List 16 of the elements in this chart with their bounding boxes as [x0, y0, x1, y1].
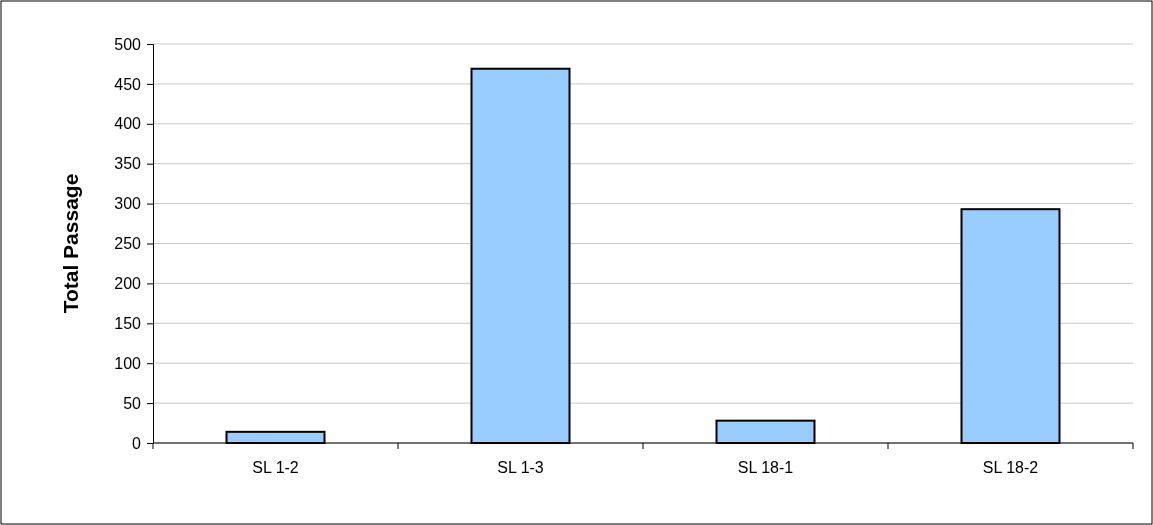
- x-tick-label: SL 18-1: [737, 459, 794, 476]
- x-tick-label: SL 18-2: [982, 459, 1039, 476]
- y-tick-label: 400: [114, 115, 142, 133]
- y-tick-label: 150: [114, 314, 142, 332]
- y-tick-label: 200: [114, 275, 142, 293]
- x-tick-label: SL 1-2: [252, 459, 299, 476]
- x-tick-label: SL 1-3: [497, 459, 544, 476]
- y-tick-label: 50: [123, 394, 142, 412]
- y-tick-label: 500: [114, 35, 142, 53]
- y-tick-label: 450: [114, 75, 142, 93]
- y-tick-label: 100: [114, 354, 142, 372]
- y-tick-label: 300: [114, 195, 142, 213]
- y-axis-title: Total Passage: [59, 173, 82, 314]
- y-tick-label: 0: [132, 434, 142, 452]
- y-tick-label: 250: [114, 235, 142, 253]
- y-tick-label: 350: [114, 155, 142, 173]
